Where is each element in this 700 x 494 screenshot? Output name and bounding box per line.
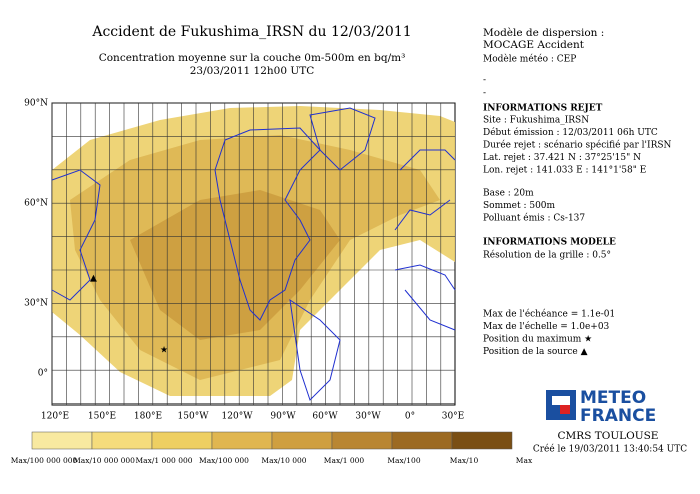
model-name: MOCAGE Accident [483,39,585,51]
colorbar-label: Max/1 000 000 [135,456,192,465]
release-heading: INFORMATIONS REJET [483,104,603,114]
logo: METEO FRANCE CMRS TOULOUSE [546,388,658,442]
dash: - [483,89,486,99]
max-line: Position du maximum ★ [483,335,592,345]
lon-label: 120°E [41,412,69,422]
colorbar-label: Max/10 000 [261,456,306,465]
colorbar-segment [211,431,273,450]
colorbar-segment [391,431,453,450]
model-title: Modèle de dispersion : [483,27,604,39]
north-america [214,127,321,321]
info-panel: Modèle de dispersion :MOCAGE Accident Mod… [483,27,672,357]
max-line: Position de la source ▲ [483,347,588,357]
dash: - [483,76,486,86]
lat-label: 60°N [24,199,48,209]
colorbar-segment [451,431,513,450]
colorbar-segment [31,431,93,450]
lat-label: 90°N [24,99,48,109]
max-marker: ★ [160,346,168,356]
release-line: Lat. rejet : 37.421 N : 37°25'15" N [483,153,641,163]
graticule [51,102,455,405]
colorbar-label: Max/10 000 000 [73,456,135,465]
map: ▲ ★ [51,102,456,406]
created: Créé le 19/03/2011 13:40:54 UTC [533,444,687,455]
plume-core [130,190,340,340]
release-line: Début émission : 12/03/2011 06h UTC [483,127,658,138]
colorbar-label: Max/100 000 000 [11,456,78,465]
lon-label: 150°E [88,412,116,422]
release-line: Lon. rejet : 141.033 E : 141°1'58" E [483,166,646,176]
europe-africa [394,149,456,331]
release-line: Durée rejet : scénario spécifié par l'IR… [483,140,672,151]
max-line: Max de l'échelle = 1.0e+03 [483,321,610,332]
lat-label: 0° [38,369,48,379]
date: 23/03/2011 12h00 UTC [190,65,315,77]
model-heading: INFORMATIONS MODELE [483,238,616,248]
subtitle: Concentration moyenne sur la couche 0m-5… [99,52,406,64]
logo-line1: METEO [580,388,646,408]
greenland [309,107,376,171]
logo-line3: CMRS TOULOUSE [558,430,659,442]
max-line: Max de l'échéance = 1.1e-01 [483,309,615,320]
lon-label: 30°W [355,412,381,422]
colorbar-segment [91,431,153,450]
lon-label: 60°W [312,412,338,422]
model-line: Résolution de la grille : 0.5° [483,250,611,261]
colorbar-segment [331,431,393,450]
asia [51,169,101,301]
lon-label: 90°W [270,412,296,422]
source-line: Base : 20m [483,189,534,199]
lat-label: 30°N [24,299,48,309]
logo-line2: FRANCE [580,406,656,426]
colorbar-label: Max/10 [450,456,479,465]
colorbar-label: Max/1 000 [324,456,365,465]
lon-label: 0° [405,412,415,422]
lon-label: 150°W [178,412,210,422]
lon-label: 180°E [134,412,162,422]
title: Accident de Fukushima_IRSN du 12/03/2011 [91,24,411,40]
colorbar-label: Max/100 000 [199,456,249,465]
lon-label: 30°E [442,412,465,422]
source-line: Sommet : 500m [483,201,556,211]
south-america [289,298,341,401]
source-line: Polluant émis : Cs-137 [483,213,585,224]
colorbar-label: Max [516,456,533,465]
lon-label: 120°W [222,412,254,422]
colorbar-label: Max/100 [387,456,420,465]
source-marker: ▲ [90,274,97,284]
logo-red [560,405,570,414]
colorbar-segment [151,431,213,450]
meteo: Modèle météo : CEP [483,54,576,65]
colorbar-segment [271,431,333,450]
release-line: Site : Fukushima_IRSN [483,116,589,126]
